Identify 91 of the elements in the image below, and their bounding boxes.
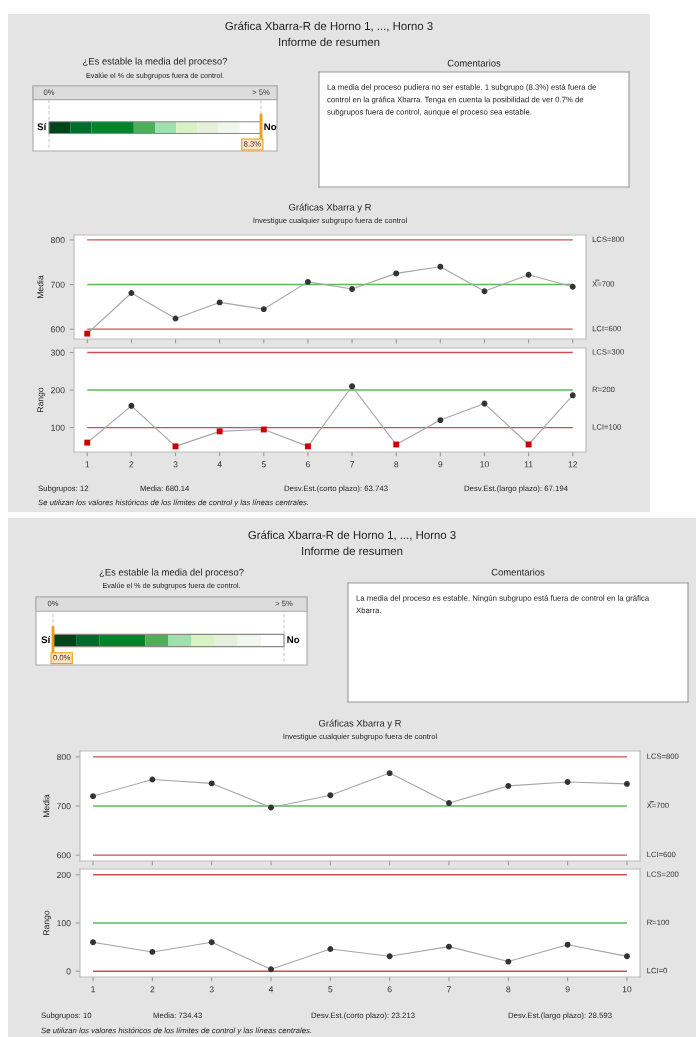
x-tick-label: 3 <box>209 986 214 993</box>
x-tick-label: 10 <box>480 461 489 468</box>
point <box>208 939 215 946</box>
y-axis-title: Media <box>37 275 44 299</box>
text: Gráfica Xbarra-R de Horno 1, ..., Horno 3 <box>225 21 433 32</box>
point <box>349 383 356 390</box>
x-tick-label: 10 <box>622 986 632 993</box>
x-tick-label: 9 <box>438 461 443 468</box>
text: No <box>264 123 277 131</box>
y-tick-label: 200 <box>57 871 71 878</box>
y-tick-label: 600 <box>51 326 65 333</box>
y-tick-label: 200 <box>51 387 65 394</box>
text: No <box>287 636 300 644</box>
x-tick-label: 6 <box>305 461 310 468</box>
x-tick-label: 6 <box>387 986 392 993</box>
x-tick-label: 4 <box>217 461 222 468</box>
point <box>481 288 488 295</box>
x-tick-label: 2 <box>129 461 134 468</box>
text: Sí <box>41 635 51 644</box>
x-tick-label: 11 <box>524 461 533 468</box>
x-tick-label: 12 <box>568 461 578 468</box>
point <box>569 283 576 290</box>
y-axis-title: Rango <box>37 387 46 412</box>
x-tick-label: 4 <box>268 986 274 993</box>
y-tick-label: 800 <box>56 754 71 761</box>
point <box>624 780 630 787</box>
point <box>304 443 311 450</box>
point <box>525 271 532 278</box>
point <box>564 778 571 785</box>
x-tick-label: 7 <box>447 986 451 993</box>
point <box>268 966 274 973</box>
point <box>437 417 444 424</box>
y-tick-label: 800 <box>50 237 65 244</box>
x-tick-label: 9 <box>565 986 570 993</box>
x-tick-label: 1 <box>85 461 90 468</box>
x-tick-label: 5 <box>328 986 333 993</box>
x-tick-label: 1 <box>91 986 96 993</box>
x-tick-label: 8 <box>506 986 511 993</box>
point <box>208 780 215 787</box>
point <box>446 800 452 806</box>
point <box>564 941 571 948</box>
y-tick-label: 100 <box>51 424 65 431</box>
text: ¿Es estable la media del proceso? <box>83 57 228 67</box>
x-tick-label: 7 <box>350 461 355 468</box>
point <box>268 804 274 811</box>
point <box>446 943 452 950</box>
point <box>149 776 156 783</box>
x-tick-label: 5 <box>261 461 266 468</box>
point <box>84 330 91 337</box>
chart-title: Gráficas Xbarra y R <box>319 719 402 729</box>
point <box>393 270 400 277</box>
text: Gráfica Xbarra-R de Horno 1, ..., Horno 3 <box>248 530 456 541</box>
point <box>90 939 96 946</box>
y-tick-label: 700 <box>51 281 65 288</box>
point <box>216 299 223 306</box>
text: Sí <box>37 122 47 131</box>
point <box>128 402 135 409</box>
y-tick-label: 600 <box>57 852 71 859</box>
point <box>505 782 512 789</box>
y-tick-label: 700 <box>57 803 71 810</box>
point <box>386 953 393 960</box>
text: Comentarios <box>491 568 545 576</box>
point <box>128 290 135 296</box>
point <box>327 946 334 952</box>
y-axis-title: Rango <box>43 910 52 935</box>
x-tick-label: 3 <box>173 461 178 468</box>
x-tick-label: 2 <box>150 986 155 993</box>
text: Informe de resumen <box>302 546 403 556</box>
x-tick-label: 8 <box>394 461 399 468</box>
text: ¿Es estable la media del proceso? <box>99 568 244 578</box>
point <box>260 306 267 313</box>
point <box>569 392 576 399</box>
text: Informe de resumen <box>279 37 380 47</box>
point <box>304 278 311 285</box>
point <box>481 400 488 407</box>
point <box>327 792 334 799</box>
point <box>90 793 96 800</box>
point <box>84 439 91 446</box>
y-tick-label: 300 <box>50 349 65 356</box>
point <box>149 948 156 955</box>
point <box>172 315 179 322</box>
text: Comentarios <box>447 59 501 67</box>
y-tick-label: 0 <box>66 968 71 975</box>
chart-title: Gráficas Xbarra y R <box>289 203 372 213</box>
point <box>216 428 223 435</box>
point <box>437 263 444 270</box>
y-tick-label: 100 <box>57 920 71 927</box>
point <box>624 953 630 960</box>
point <box>386 770 393 777</box>
point <box>349 286 356 292</box>
y-axis-title: Media <box>43 794 50 818</box>
